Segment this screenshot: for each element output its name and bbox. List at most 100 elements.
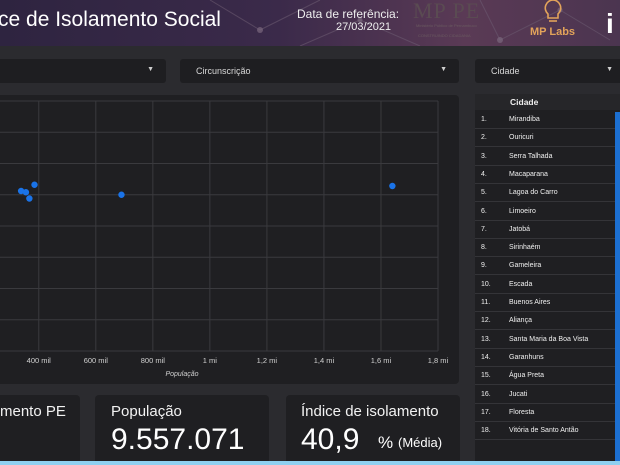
row-number: 8. (481, 244, 487, 252)
row-city-name: Jatobá (509, 225, 531, 233)
chevron-down-icon: ▼ (147, 66, 154, 73)
table-row[interactable]: 17. Floresta (475, 403, 615, 422)
row-city-name: Macaparana (509, 170, 548, 178)
row-city-name: Aliança (509, 317, 532, 325)
scorecard-populacao: População 9.557.071 (95, 395, 269, 465)
table-row[interactable]: 9. Gameleira (475, 256, 615, 276)
circunscricao-dropdown[interactable]: Circunscrição ▼ (180, 59, 459, 83)
row-city-name: Mirandiba (509, 116, 540, 123)
scorecard-populacao-label: População (111, 403, 182, 420)
row-city-name: Santa Maria da Boa Vista (509, 335, 589, 343)
scatter-chart: 400 mil 600 mil 800 mil 1 mi 1,2 mi 1,4 mi 1,6… (0, 100, 449, 378)
scorecard-mppe: mento PE (0, 395, 80, 465)
network-pattern-icon (209, 0, 611, 46)
x-tick-label: 1,6 mi (371, 356, 392, 365)
x-tick-label: 600 mil (84, 356, 109, 365)
row-number: 16. (481, 390, 491, 398)
scatter-point (26, 195, 33, 202)
cidade-dropdown[interactable]: Cidade ▼ (475, 59, 620, 83)
scorecard-isolamento-value: 40,9 (301, 423, 360, 456)
table-row[interactable]: 3. Serra Talhada (475, 147, 615, 166)
lightbulb-icon (544, 0, 562, 22)
scorecard-isolamento: Índice de isolamento 40,9 % (Média) (286, 395, 460, 465)
x-tick-label: 800 mil (141, 356, 166, 365)
row-number: 2. (481, 134, 487, 142)
row-city-name: Sirinhaém (509, 244, 541, 252)
table-row[interactable]: 8. Sirinhaém (475, 238, 615, 258)
row-number: 1. (481, 116, 487, 123)
row-number: 4. (481, 170, 487, 178)
scatter-point (17, 187, 25, 195)
filter-dropdown-first[interactable]: ▼ (0, 59, 166, 83)
table-header-cidade: Cidade (510, 97, 539, 107)
row-city-name: Escada (509, 280, 533, 288)
row-number: 6. (481, 207, 487, 215)
table-scrollbar[interactable] (615, 112, 620, 465)
row-number: 10. (481, 280, 491, 288)
chevron-down-icon: ▼ (440, 66, 447, 73)
x-tick-label: 1,4 mi (314, 356, 335, 365)
circunscricao-label: Circunscrição (196, 66, 251, 76)
row-city-name: Limoeiro (509, 207, 536, 215)
table-row[interactable]: 6. Limoeiro (475, 202, 615, 221)
row-city-name: Ouricuri (509, 134, 534, 142)
row-number: 13. (481, 335, 491, 343)
scorecard-isolamento-note: (Média) (398, 435, 443, 450)
x-tick-label: 1 mi (203, 356, 218, 365)
table-header[interactable]: Cidade (475, 94, 620, 110)
scorecard-populacao-value: 9.557.071 (111, 423, 245, 456)
table-row[interactable]: 7. Jatobá (475, 220, 615, 239)
mplabs-logo: MP Labs (530, 26, 576, 38)
row-number: 14. (481, 353, 491, 361)
row-number: 5. (481, 189, 487, 197)
x-axis-title: População (165, 371, 198, 378)
row-number: 15. (481, 372, 491, 380)
x-tick-label: 1,2 mi (257, 356, 278, 365)
table-row[interactable]: 15. Água Preta (475, 366, 615, 386)
scorecard-isolamento-label: Índice de isolamento (301, 403, 439, 420)
table-row[interactable]: 14. Garanhuns (475, 348, 615, 367)
row-city-name: Gameleira (509, 262, 542, 270)
table-row[interactable]: 11. Buenos Aires (475, 293, 615, 312)
reference-date-label: Data de referência: (297, 7, 400, 21)
scatter-point (31, 181, 38, 188)
header-bar: ce de Isolamento Social Data de referênc… (0, 0, 620, 46)
reference-date-value: 27/03/2021 (336, 21, 392, 33)
scatter-point (389, 182, 396, 190)
row-number: 11. (481, 299, 491, 306)
row-city-name: Buenos Aires (509, 299, 551, 306)
row-number: 18. (481, 427, 491, 435)
table-row[interactable]: 1. Mirandiba (475, 110, 615, 129)
row-number: 3. (481, 152, 487, 160)
scorecard-mppe-label: mento PE (0, 403, 66, 420)
scatter-chart-panel: 400 mil 600 mil 800 mil 1 mi 1,2 mi 1,4 mi 1,6… (0, 95, 459, 384)
table-row[interactable]: 2. Ouricuri (475, 128, 615, 148)
row-number: 12. (481, 317, 491, 325)
row-city-name: Floresta (509, 408, 535, 416)
chevron-down-icon: ▼ (606, 66, 613, 73)
table-row[interactable]: 12. Aliança (475, 311, 615, 331)
row-city-name: Água Preta (509, 372, 545, 380)
table-row[interactable]: 4. Macaparana (475, 165, 615, 184)
mppe-logo-subtitle: Ministério Público de Pernambuco (416, 23, 477, 28)
x-tick-label: 400 mil (27, 356, 52, 365)
table-row[interactable]: 16. Jucati (475, 385, 615, 404)
table-row[interactable]: 18. Vitória de Santo Antão (475, 421, 615, 441)
table-row[interactable]: 13. Santa Maria da Boa Vista (475, 330, 615, 349)
row-city-name: Vitória de Santo Antão (509, 427, 579, 435)
partner-logo: i (606, 8, 614, 39)
row-number: 17. (481, 408, 491, 416)
scorecard-isolamento-unit: % (378, 433, 394, 452)
row-city-name: Lagoa do Carro (509, 189, 558, 197)
table-row[interactable]: 5. Lagoa do Carro (475, 183, 615, 203)
cidade-label: Cidade (491, 66, 520, 76)
row-number: 9. (481, 262, 487, 270)
row-city-name: Garanhuns (509, 353, 544, 361)
table-row[interactable]: 10. Escada (475, 275, 615, 294)
scatter-point (22, 189, 30, 196)
mppe-logo-tagline: CONSTRUINDO CIDADANIA (418, 33, 471, 38)
mppe-logo: MP PE (413, 0, 481, 23)
page-title: ce de Isolamento Social (0, 8, 221, 31)
city-table: Cidade 1. Mirandiba 2. Ouricuri 3. Serra Talh… (475, 94, 620, 465)
scatter-point (118, 191, 125, 198)
